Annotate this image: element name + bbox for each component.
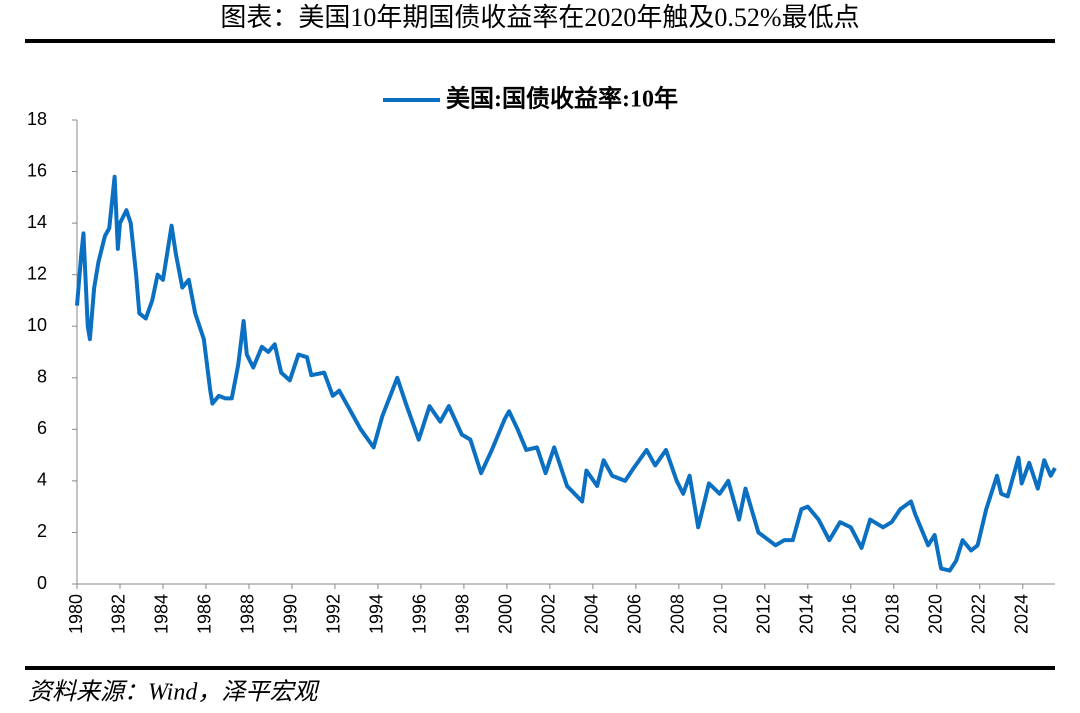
x-tick-label: 1996 (410, 594, 430, 634)
x-tick-label: 2010 (711, 594, 731, 634)
x-tick-label: 2012 (754, 594, 774, 634)
x-tick-label: 1982 (109, 594, 129, 634)
legend-label: 美国:国债收益率:10年 (446, 85, 678, 113)
chart-title: 图表：美国10年期国债收益率在2020年触及0.52%最低点 (220, 3, 859, 32)
y-tick-label: 4 (37, 470, 47, 490)
bottom-rule (25, 666, 1055, 670)
x-tick-label: 2016 (840, 594, 860, 634)
x-tick-label: 2020 (926, 594, 946, 634)
y-tick-label: 16 (27, 160, 47, 180)
y-tick-label: 12 (27, 263, 47, 283)
y-tick-label: 8 (37, 367, 47, 387)
x-tick-label: 2022 (969, 594, 989, 634)
x-tick-label: 1980 (66, 594, 86, 634)
x-tick-label: 2000 (496, 594, 516, 634)
data-line (75, 174, 1057, 573)
x-tick-label: 1994 (367, 594, 387, 634)
x-tick-label: 1988 (238, 594, 258, 634)
x-tick-label: 1992 (324, 594, 344, 634)
x-tick-label: 2014 (797, 594, 817, 634)
y-tick-label: 2 (37, 521, 47, 541)
x-tick-label: 2024 (1012, 594, 1032, 634)
x-tick-label: 1998 (453, 594, 473, 634)
x-tick-label: 1990 (281, 594, 301, 634)
y-tick-label: 0 (37, 573, 47, 593)
x-tick-label: 1986 (195, 594, 215, 634)
y-tick-label: 10 (27, 315, 47, 335)
source-note: 资料来源：Wind，泽平宏观 (28, 679, 320, 706)
y-tick-label: 6 (37, 418, 47, 438)
y-tick-label: 14 (27, 212, 47, 232)
y-tick-label: 18 (27, 109, 47, 129)
x-tick-label: 2018 (883, 594, 903, 634)
x-tick-label: 2006 (625, 594, 645, 634)
top-rule (25, 39, 1055, 43)
x-tick-label: 2004 (582, 594, 602, 634)
x-tick-label: 1984 (152, 594, 172, 634)
x-tick-label: 2008 (668, 594, 688, 634)
x-tick-label: 2002 (539, 594, 559, 634)
